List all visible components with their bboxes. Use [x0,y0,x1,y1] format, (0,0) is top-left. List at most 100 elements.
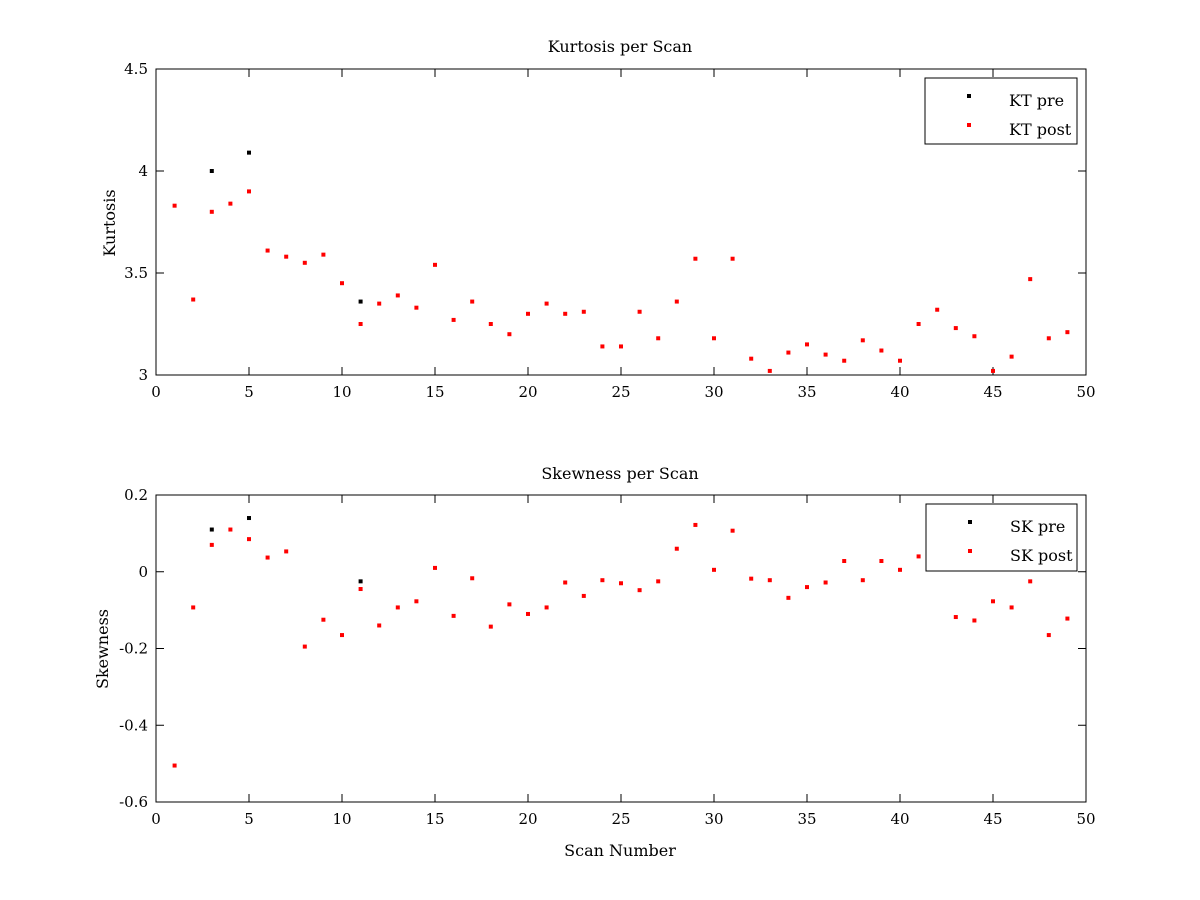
point-kt-post [749,356,754,361]
point-sk-post [172,763,177,768]
point-sk-post [377,623,382,628]
point-sk-post [1046,633,1051,638]
point-sk-post [842,559,847,564]
kurtosis-y-tick-label: 4 [138,162,148,180]
point-sk-post [786,595,791,600]
point-sk-post [284,549,289,554]
point-kt-post [656,336,661,341]
kurtosis-x-tick-label: 25 [611,383,630,401]
kurtosis-x-tick-label: 15 [425,383,444,401]
point-kt-pre [247,150,251,155]
point-sk-post [767,578,772,583]
skewness-x-tick-label: 50 [1076,810,1095,828]
point-sk-post [712,567,716,572]
point-kt-post [395,293,400,298]
kurtosis-chart: Kurtosis per Scan Kurtosis 0 5 10 15 20 25 30 3… [100,37,1096,401]
legend-label-kt-pre: KT pre [1009,91,1064,110]
point-sk-post [247,537,251,542]
point-kt-post [805,342,809,347]
point-kt-post [842,358,847,363]
point-kt-post [526,311,530,316]
kurtosis-x-tick-label: 0 [151,383,161,401]
point-kt-post [581,309,586,314]
point-kt-post [693,256,698,261]
point-kt-post [284,254,289,259]
point-kt-post [321,252,326,257]
point-kt-post [1046,336,1051,341]
point-kt-post [247,189,251,194]
point-kt-pre [209,169,214,173]
point-sk-post [321,617,326,622]
legend-label-sk-pre: SK pre [1010,517,1065,536]
skewness-legend-box [925,503,1078,572]
skewness-x-tick-label: 30 [704,810,723,828]
point-sk-post [488,624,493,629]
point-kt-post [470,299,475,304]
point-sk-post [228,527,233,532]
skewness-x-tick-label: 15 [425,810,444,828]
kurtosis-y-tick-label: 3 [138,366,148,384]
point-kt-post [786,350,791,355]
point-sk-post [674,546,679,551]
point-sk-pre [358,579,363,584]
kurtosis-chart-title: Kurtosis per Scan [548,37,692,56]
skewness-x-tick-label: 5 [244,810,254,828]
point-sk-post [209,542,214,547]
point-kt-post [637,309,642,314]
legend-marker-kt-pre [967,94,971,98]
point-sk-post [953,615,958,620]
point-sk-post [358,587,363,592]
point-kt-post [377,301,382,306]
point-sk-post [991,599,995,604]
skewness-x-tick-label: 40 [890,810,909,828]
legend-label-sk-post: SK post [1010,546,1073,565]
point-kt-post [209,209,214,214]
skewness-legend: SK pre SK post [925,503,1078,572]
point-kt-post [414,305,419,310]
point-kt-post [507,332,512,337]
point-sk-post [451,613,456,618]
point-sk-post [805,585,809,590]
legend-marker-sk-post [968,549,972,553]
kurtosis-y-tick-label: 4.5 [124,60,148,78]
point-sk-post [823,580,828,585]
point-kt-post [1028,277,1033,282]
point-sk-post [191,605,196,610]
point-kt-post [1065,330,1070,335]
point-sk-post [507,602,512,607]
legend-label-kt-post: KT post [1009,120,1072,139]
point-sk-post [470,576,475,581]
point-kt-post [600,344,605,349]
point-kt-post [191,297,196,302]
kurtosis-y-tick-label: 3.5 [124,264,148,282]
point-sk-post [749,576,754,581]
point-kt-post [767,368,772,373]
kurtosis-x-tick-label: 40 [890,383,909,401]
kurtosis-x-tick-label: 20 [518,383,537,401]
kurtosis-y-axis-label: Kurtosis [100,189,119,256]
point-kt-post [228,201,233,206]
skewness-x-axis-label: Scan Number [564,841,676,860]
kurtosis-legend: KT pre KT post [924,77,1078,145]
point-sk-post [544,605,549,610]
point-sk-post [730,528,735,533]
point-kt-post [935,307,940,312]
point-kt-post [730,256,735,261]
point-sk-post [302,644,307,649]
point-kt-post [712,336,716,341]
skewness-chart-title: Skewness per Scan [541,464,698,483]
point-sk-post [600,578,605,583]
point-sk-post [1065,616,1070,621]
point-kt-post [358,322,363,326]
point-kt-post [674,299,679,304]
point-kt-post [172,203,177,208]
skewness-x-tick-label: 0 [151,810,161,828]
point-kt-post [823,352,828,357]
point-sk-post [526,611,530,616]
point-sk-post [563,580,568,585]
skewness-y-tick-label: -0.2 [119,640,148,658]
point-kt-pre [358,299,363,304]
kurtosis-x-tick-label: 10 [332,383,351,401]
kurtosis-x-tick-label: 45 [983,383,1002,401]
